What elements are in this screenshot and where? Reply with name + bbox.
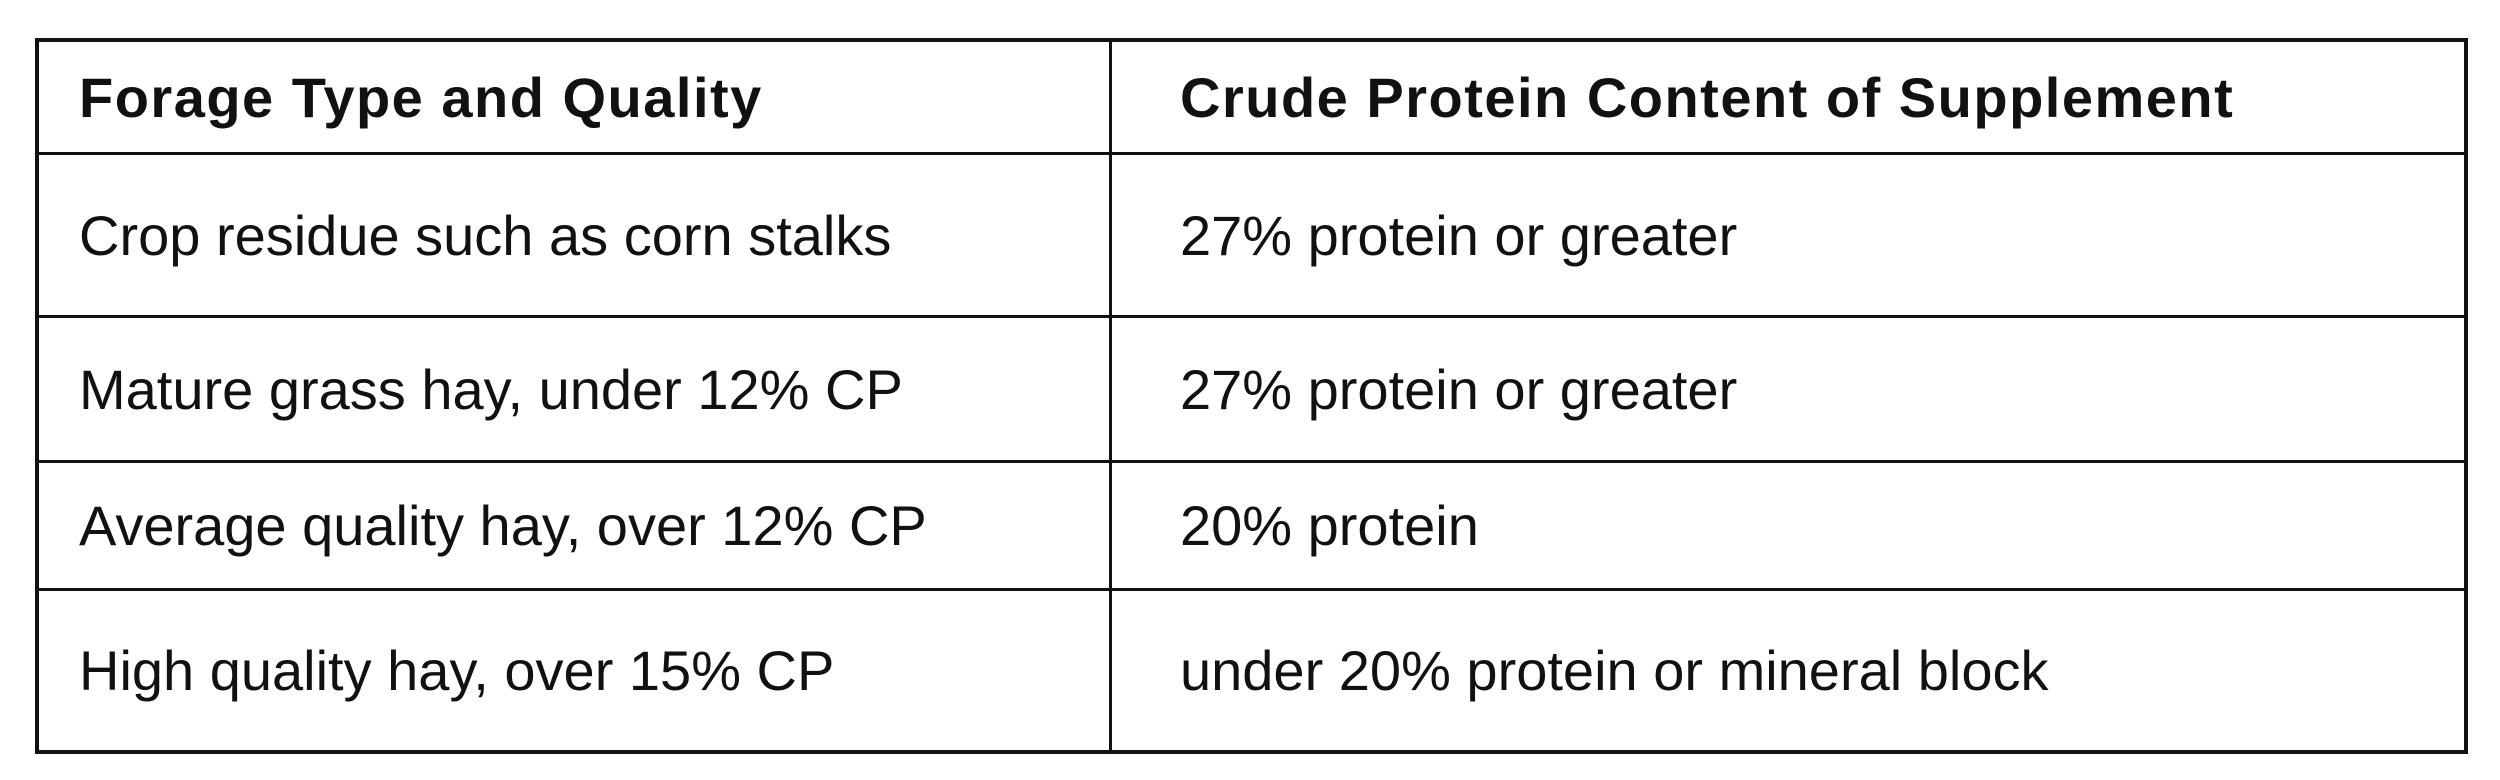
header-row: Forage Type and Quality Crude Protein Co… — [35, 38, 2468, 155]
forage-table: Forage Type and Quality Crude Protein Co… — [35, 38, 2468, 754]
table-row: Mature grass hay, under 12% CP 27% protei… — [35, 315, 2468, 463]
header-cell: Forage Type and Quality — [35, 38, 1112, 155]
table-body: Crop residue such as corn stalks 27% prot… — [35, 152, 2468, 754]
table-cell: under 20% protein or mineral block — [1109, 588, 2468, 754]
table-cell: 27% protein or greater — [1109, 315, 2468, 463]
table-cell: Crop residue such as corn stalks — [35, 152, 1112, 318]
table-cell: 27% protein or greater — [1109, 152, 2468, 318]
table-row: Average quality hay, over 12% CP 20% prot… — [35, 460, 2468, 591]
table-cell: Average quality hay, over 12% CP — [35, 460, 1112, 591]
table-row: Crop residue such as corn stalks 27% prot… — [35, 152, 2468, 318]
table-row: High quality hay, over 15% CP under 20% p… — [35, 588, 2468, 754]
table-cell: High quality hay, over 15% CP — [35, 588, 1112, 754]
header-cell: Crude Protein Content of Supplement — [1109, 38, 2468, 155]
table-cell: 20% protein — [1109, 460, 2468, 591]
table-cell: Mature grass hay, under 12% CP — [35, 315, 1112, 463]
